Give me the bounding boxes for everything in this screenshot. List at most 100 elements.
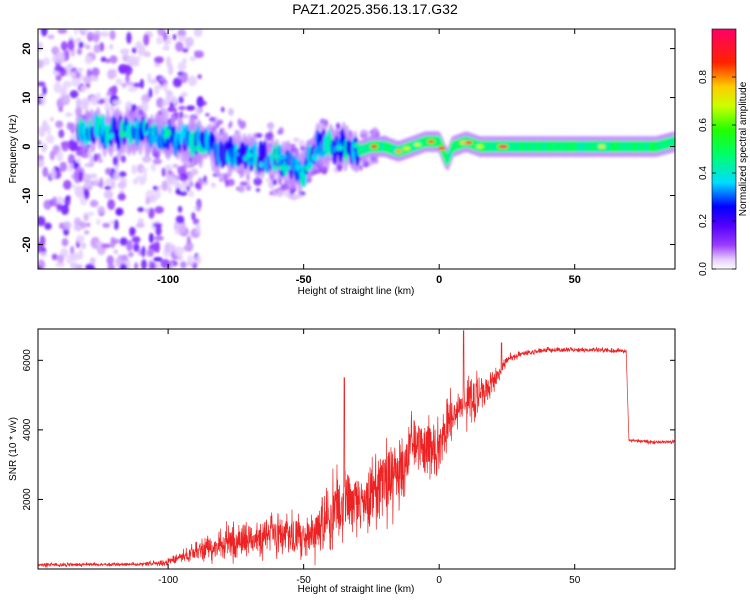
spectrogram-cell [75, 234, 85, 244]
spectrogram-cell [130, 104, 137, 112]
spectrogram-peak [427, 139, 435, 144]
spectrogram-cell [187, 75, 198, 87]
spectrogram-cell [185, 105, 196, 111]
y-tick-label: 6000 [22, 349, 33, 372]
spectrogram-cell [57, 29, 68, 34]
spectrogram-cell [172, 77, 183, 88]
spectrogram-cell [73, 224, 82, 232]
spectrogram-cell [294, 158, 300, 166]
spectrogram-cell [55, 51, 65, 64]
spectrogram-cell [147, 72, 152, 84]
spectrogram-cell [126, 32, 132, 44]
spectrogram-cell [196, 200, 201, 212]
spectrogram-cell [61, 84, 68, 96]
spectrogram-cell [112, 156, 119, 165]
spectrogram-cell [197, 74, 202, 79]
spectrogram-cell [56, 204, 64, 211]
spectrogram-cell [168, 185, 172, 194]
spectrogram-cell [85, 263, 95, 269]
spectrogram-peak [370, 144, 378, 149]
spectrogram-cell [119, 263, 128, 269]
spectrogram-cell [172, 163, 179, 169]
spectrogram-cell [92, 178, 100, 187]
x-tick-label: -100 [157, 274, 179, 286]
spectrogram-cell [192, 169, 199, 174]
spectrogram-cell [178, 96, 184, 104]
spectrogram-cell [104, 185, 112, 191]
spectrogram-cell [159, 76, 167, 82]
spectrogram-cell [156, 36, 163, 45]
snr-series-line [38, 330, 675, 569]
spectrogram-cell [142, 155, 152, 163]
spectrogram-cell [269, 191, 273, 196]
spectrogram-cell [175, 175, 180, 181]
spectrogram-x-axis-label: Height of straight line (km) [298, 286, 415, 297]
spectrogram-cell [42, 57, 50, 66]
spectrogram-cell [133, 121, 138, 129]
spectrogram-cell [82, 43, 88, 48]
spectrogram-cell [317, 150, 326, 156]
spectrogram-cell [272, 179, 278, 186]
spectrogram-cell [74, 185, 84, 198]
y-tick-label: 4000 [22, 418, 33, 441]
spectrogram-cell [61, 142, 69, 152]
spectrogram-cell [177, 205, 183, 213]
colorbar-tick-label: 0.2 [698, 214, 709, 228]
spectrogram-cell [38, 265, 43, 269]
spectrogram-cell [148, 232, 154, 244]
spectrogram-peak [598, 144, 606, 149]
spectrogram-cell [42, 119, 48, 132]
spectrogram-y-axis-label: Frequency (Hz) [8, 115, 19, 184]
x-tick-label: -100 [158, 575, 178, 586]
spectrogram-cell [369, 157, 378, 161]
spectrogram-cell [273, 154, 281, 159]
spectrogram-cell [230, 178, 234, 186]
spectrogram-cell [258, 161, 264, 168]
spectrogram-cell [175, 215, 185, 224]
spectrogram-cell [49, 150, 55, 161]
spectrogram-cell [186, 235, 191, 245]
spectrogram-cell [81, 242, 87, 249]
spectrogram-cell [177, 75, 185, 80]
spectrogram-cell [112, 172, 120, 181]
spectrogram-cell [150, 162, 156, 172]
spectrogram-cell [154, 84, 159, 96]
spectrogram-cell [213, 120, 217, 129]
spectrogram-cell [99, 177, 104, 190]
spectrogram-cell [194, 145, 200, 152]
spectrogram-cell [147, 125, 154, 134]
spectrogram-cell [84, 230, 90, 235]
spectrogram-cell [117, 182, 127, 189]
spectrogram-cell [245, 152, 253, 159]
spectrogram-cell [91, 67, 100, 77]
spectrogram-cell [107, 133, 113, 140]
spectrogram-cell [172, 33, 177, 41]
y-tick-label: 10 [21, 91, 33, 103]
spectrogram-cell [75, 97, 82, 108]
spectrogram-cell [52, 196, 57, 206]
spectrogram-cell [148, 88, 153, 98]
colorbar-tick-label: 0.4 [698, 166, 709, 180]
spectrogram-cell [44, 222, 52, 230]
spectrogram-cell [133, 242, 140, 252]
spectrogram-cell [120, 155, 126, 163]
spectrogram-cell [152, 185, 158, 191]
spectrogram-cell [229, 120, 233, 128]
spectrogram-cell [139, 179, 145, 185]
spectrogram-cell [86, 222, 91, 228]
spectrogram-cell [132, 58, 140, 67]
spectrogram-cell [293, 137, 300, 143]
spectrogram-cell [131, 56, 141, 61]
spectrogram-cell [219, 176, 224, 183]
spectrogram-cell [69, 122, 76, 134]
spectrogram-cell [96, 218, 101, 226]
spectrogram-cell [162, 45, 170, 51]
spectrogram-cell [100, 56, 107, 63]
spectrogram-cell [151, 135, 158, 144]
spectrogram-cell [200, 147, 205, 153]
spectrogram-cell [59, 161, 68, 172]
spectrogram-cell [107, 263, 115, 269]
spectrogram-cell [99, 31, 110, 37]
